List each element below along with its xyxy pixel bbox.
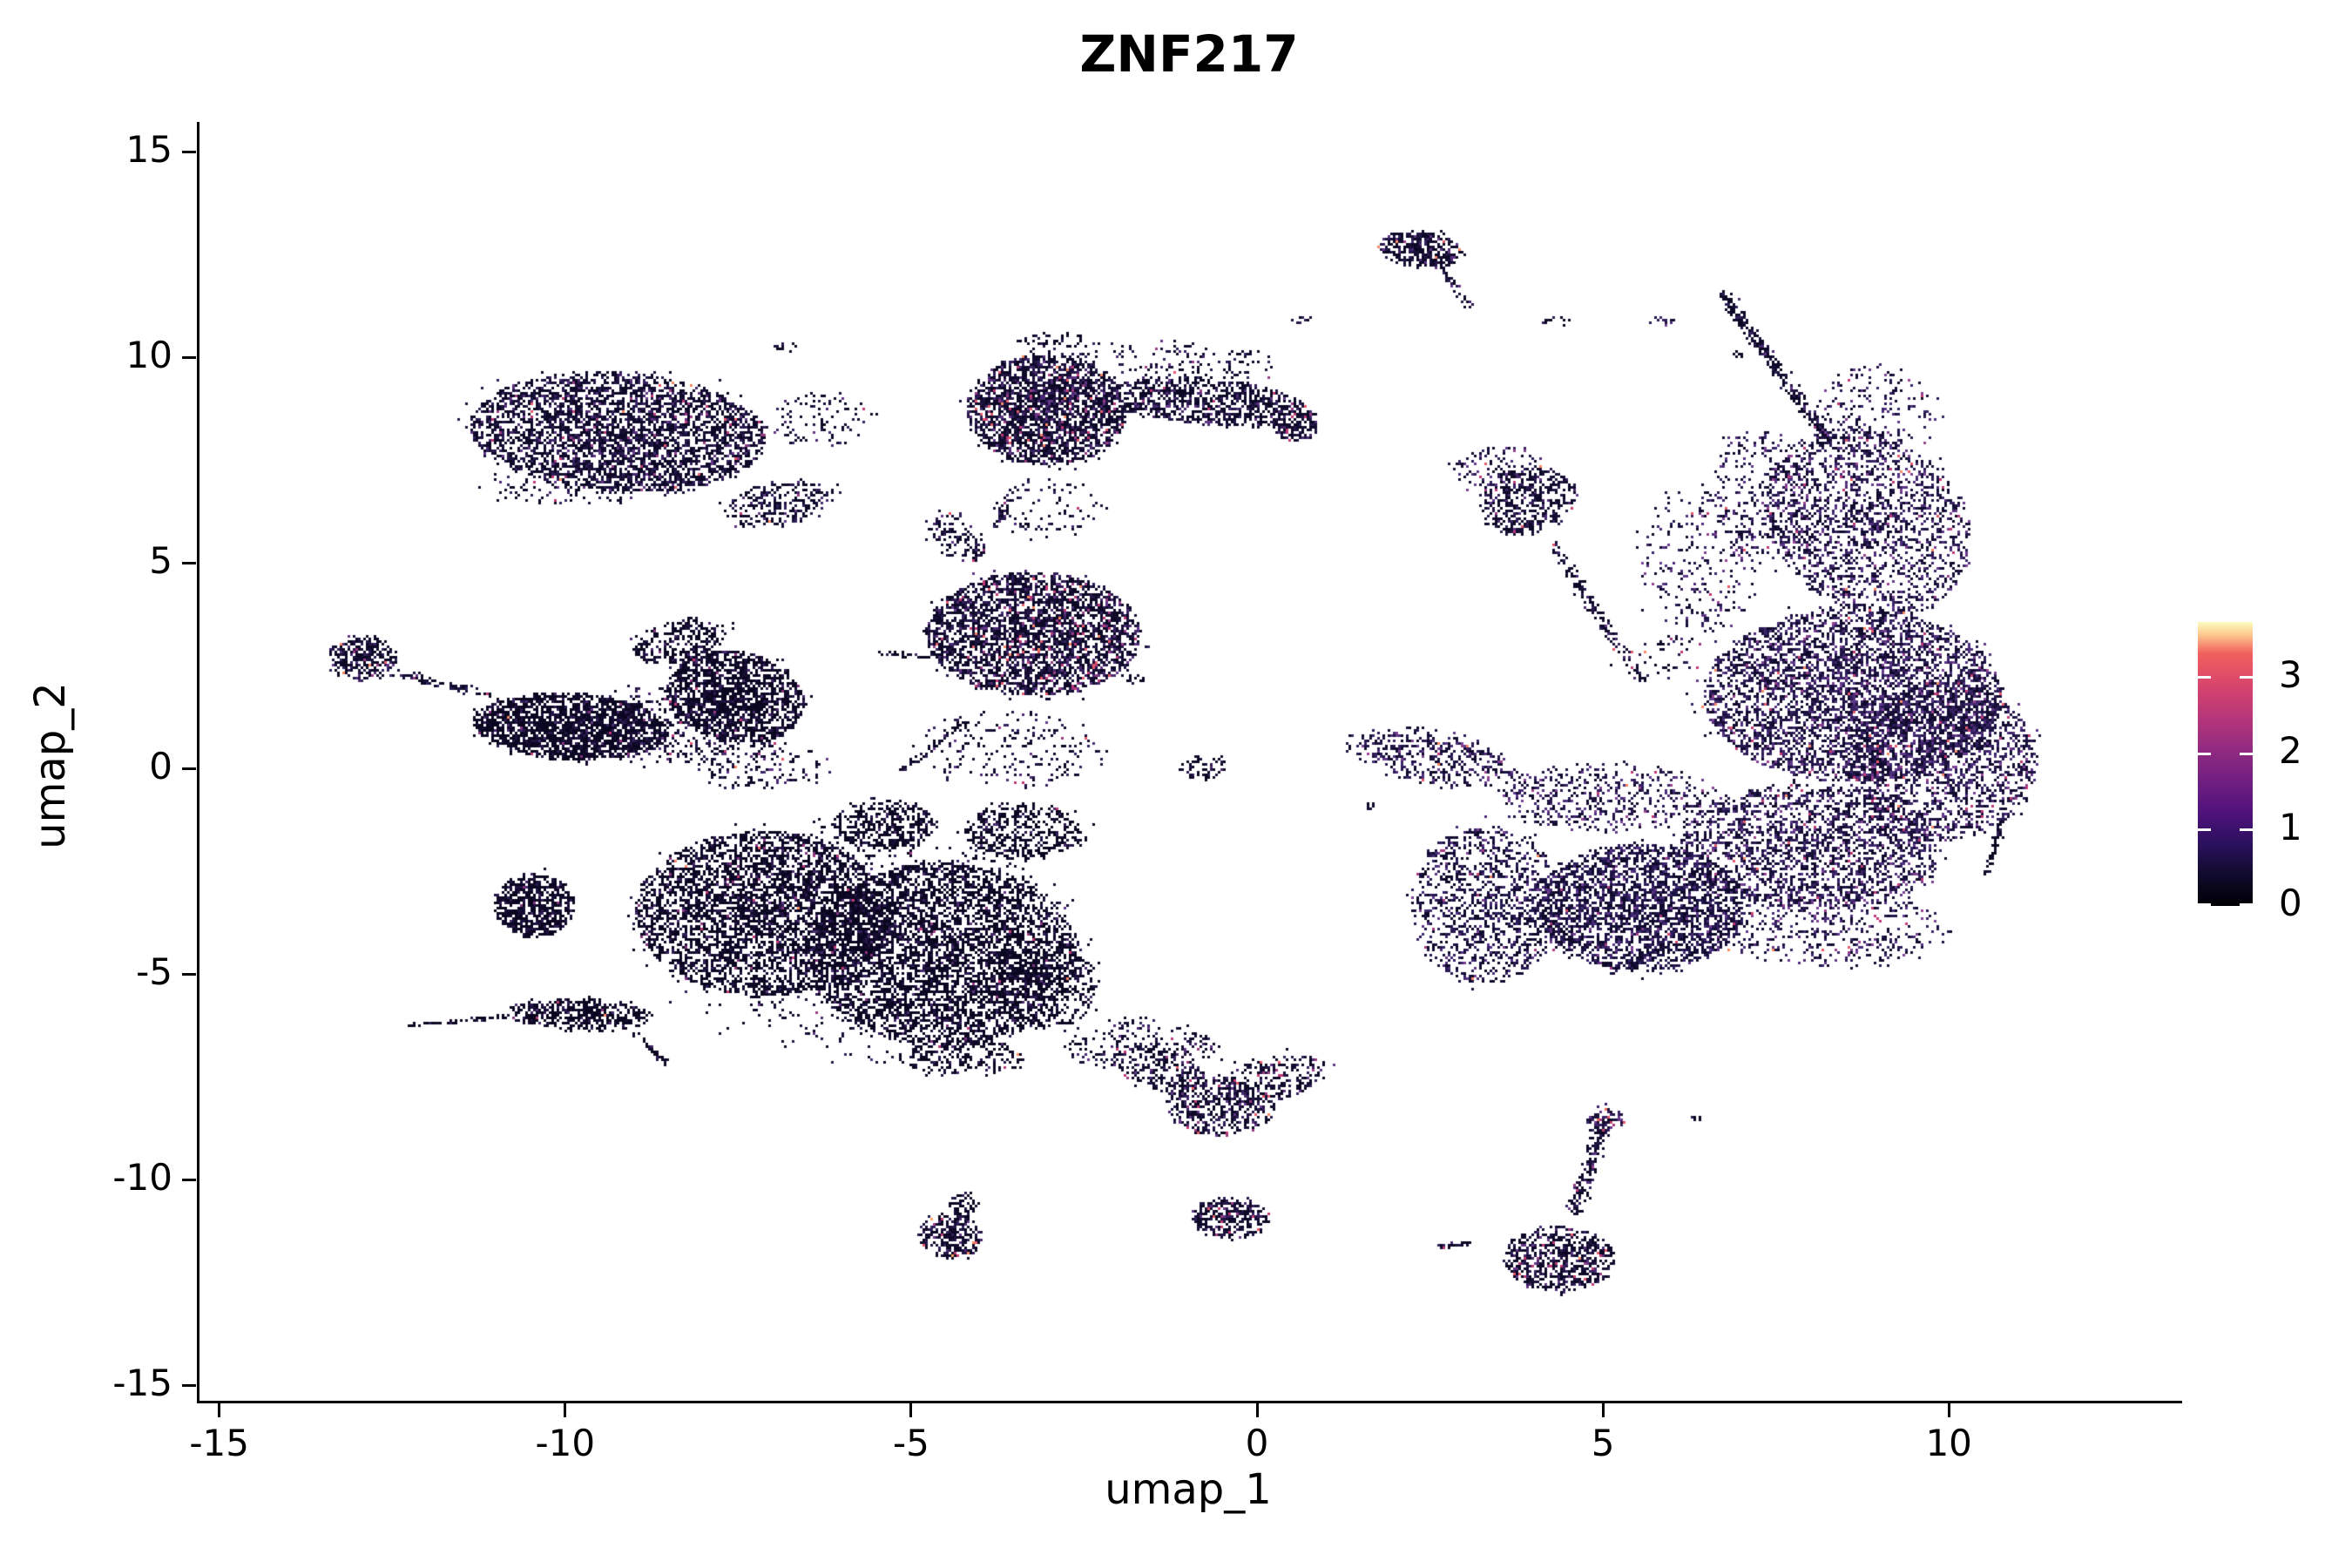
y-tick-mark xyxy=(182,767,196,770)
y-tick-label: -15 xyxy=(112,1362,172,1404)
x-tick-label: -15 xyxy=(189,1422,249,1464)
x-tick-label: -10 xyxy=(535,1422,596,1464)
x-axis-line xyxy=(197,1401,2182,1403)
colorbar-tick-mark xyxy=(2198,676,2211,679)
y-tick-label: 5 xyxy=(149,539,172,582)
x-tick-mark xyxy=(1947,1403,1950,1417)
colorbar-tick-mark xyxy=(2240,903,2253,906)
y-tick-label: 15 xyxy=(125,128,172,171)
colorbar-gradient xyxy=(2198,622,2253,906)
colorbar-tick-mark xyxy=(2240,676,2253,679)
colorbar-tick-mark xyxy=(2198,828,2211,832)
y-tick-label: 0 xyxy=(149,745,172,787)
x-tick-mark xyxy=(1601,1403,1605,1417)
x-axis-title: umap_1 xyxy=(1105,1465,1272,1514)
y-tick-label: -5 xyxy=(136,950,172,993)
y-tick-mark xyxy=(182,1383,196,1387)
y-tick-mark xyxy=(182,150,196,153)
x-tick-mark xyxy=(564,1403,567,1417)
y-axis-line xyxy=(197,122,199,1403)
colorbar-tick-mark xyxy=(2240,752,2253,755)
plot-title: ZNF217 xyxy=(1079,24,1299,84)
y-tick-label: -10 xyxy=(112,1156,172,1199)
y-tick-mark xyxy=(182,355,196,359)
x-tick-mark xyxy=(218,1403,221,1417)
colorbar-tick-mark xyxy=(2240,828,2253,832)
y-axis-title: umap_2 xyxy=(26,682,75,849)
colorbar-tick-mark xyxy=(2198,752,2211,755)
x-tick-mark xyxy=(1255,1403,1259,1417)
colorbar-tick-mark xyxy=(2198,903,2211,906)
y-tick-label: 10 xyxy=(125,334,172,376)
y-tick-mark xyxy=(182,972,196,976)
x-tick-label: 10 xyxy=(1925,1422,1972,1464)
colorbar-tick-label: 3 xyxy=(2279,652,2302,696)
y-tick-mark xyxy=(182,1178,196,1181)
expression-colorbar xyxy=(2198,622,2253,906)
y-tick-mark xyxy=(182,561,196,564)
colorbar-tick-label: 1 xyxy=(2279,805,2302,848)
x-tick-label: -5 xyxy=(892,1422,929,1464)
x-tick-label: 0 xyxy=(1245,1422,1269,1464)
colorbar-tick-label: 0 xyxy=(2279,882,2302,924)
colorbar-tick-label: 2 xyxy=(2279,729,2302,773)
x-tick-mark xyxy=(909,1403,913,1417)
x-tick-label: 5 xyxy=(1591,1422,1615,1464)
